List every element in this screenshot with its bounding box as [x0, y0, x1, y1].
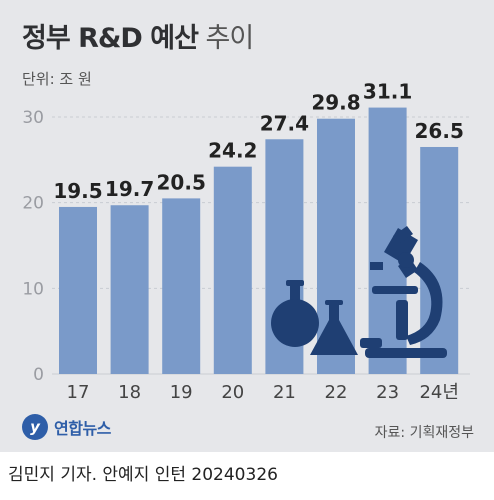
- chart-title: 정부 R&D 예산 추이: [22, 16, 255, 55]
- data-label: 27.4: [260, 111, 309, 135]
- bar: [213, 166, 252, 374]
- x-tick-label: 17: [67, 382, 90, 403]
- x-tick-label: 18: [118, 382, 141, 403]
- x-tick-label: 22: [325, 382, 348, 403]
- y-tick-label: 20: [22, 194, 44, 214]
- yonhap-logo: y 연합뉴스: [22, 414, 111, 440]
- data-label: 29.8: [311, 91, 360, 115]
- x-tick-label: 20: [221, 382, 244, 403]
- x-tick-label: 21: [273, 382, 296, 403]
- bar: [110, 205, 149, 374]
- yonhap-logo-text: 연합뉴스: [54, 419, 111, 438]
- title-main: 정부 R&D 예산: [22, 23, 199, 54]
- unit-label: 단위: 조 원: [22, 70, 92, 88]
- y-tick-label: 0: [33, 365, 44, 385]
- lab-equipment-icon: [271, 226, 447, 358]
- y-tick-label: 30: [22, 108, 44, 128]
- bar: [162, 198, 201, 374]
- bar-chart: 0 10 20 30 19.5 17 19.7 18 20.5 19 24.2 20 27.4 21 29.…: [22, 80, 470, 403]
- bar: [59, 206, 97, 374]
- data-label: 20.5: [157, 170, 206, 194]
- source-label: 자료: 기획재정부: [374, 425, 474, 441]
- x-tick-label: 19: [170, 382, 193, 403]
- x-tick-label: 24년: [419, 382, 458, 403]
- data-label: 31.1: [363, 80, 412, 104]
- bar: [420, 146, 459, 374]
- data-label: 24.2: [208, 139, 257, 163]
- x-tick-label: 23: [376, 382, 399, 403]
- y-tick-label: 10: [22, 279, 44, 299]
- yonhap-logo-icon: y: [22, 414, 48, 440]
- data-label: 19.7: [105, 177, 154, 201]
- data-label: 19.5: [53, 179, 102, 203]
- credit-line: 김민지 기자. 안예지 인턴 20240326: [8, 465, 278, 485]
- data-label: 26.5: [415, 119, 464, 143]
- title-sub: 추이: [205, 23, 255, 54]
